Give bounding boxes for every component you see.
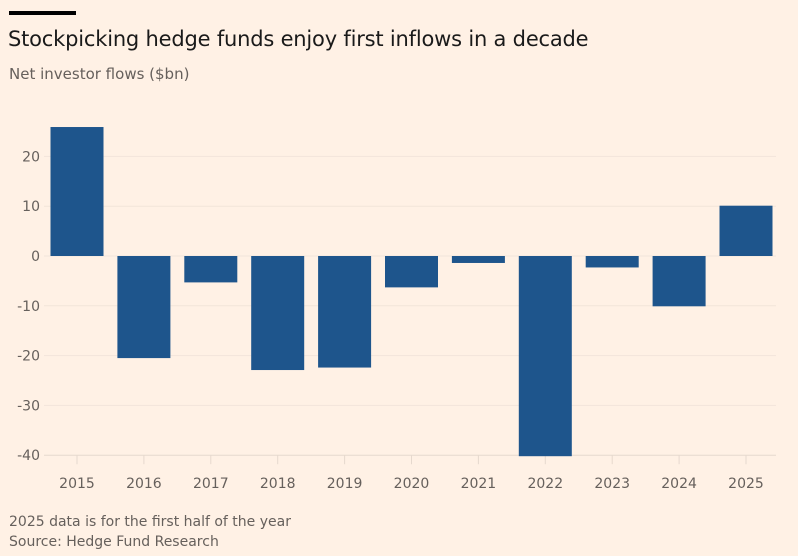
x-tick-label: 2023 <box>594 476 630 492</box>
footnote: 2025 data is for the first half of the y… <box>9 514 291 530</box>
x-tick-label: 2015 <box>59 476 95 492</box>
y-tick-label: 0 <box>31 249 40 265</box>
y-tick-label: -30 <box>17 398 40 414</box>
x-axis-labels: 2015 2016 2017 2018 2019 2020 2021 2022 2023 2024… <box>59 476 764 492</box>
y-tick-label: 20 <box>22 149 40 165</box>
y-tick-label: -10 <box>17 299 40 315</box>
chart-subtitle: Net investor flows ($bn) <box>9 65 190 83</box>
chart-title: Stockpicking hedge funds enjoy first inf… <box>8 27 589 51</box>
x-axis-ticks <box>76 455 747 465</box>
bar-2017 <box>184 256 238 283</box>
bar-2023 <box>585 256 639 268</box>
bar-2019 <box>318 256 372 368</box>
x-tick-label: 2022 <box>527 476 563 492</box>
bar-2016 <box>117 256 171 359</box>
source-note: Source: Hedge Fund Research <box>9 534 219 550</box>
bar-2025 <box>719 205 773 256</box>
ft-header-bar <box>9 11 76 15</box>
y-tick-label: 10 <box>22 199 40 215</box>
x-tick-label: 2025 <box>728 476 764 492</box>
x-tick-label: 2016 <box>126 476 162 492</box>
y-tick-label: -40 <box>17 448 40 464</box>
x-tick-label: 2024 <box>661 476 697 492</box>
y-axis-labels: 20 10 0 -10 -20 -30 -40 <box>17 149 40 464</box>
bar-2018 <box>251 256 305 371</box>
x-tick-label: 2019 <box>327 476 363 492</box>
bar-2021 <box>451 256 505 263</box>
bar-2024 <box>652 256 706 307</box>
bar-2020 <box>385 256 438 288</box>
x-tick-label: 2018 <box>260 476 296 492</box>
x-tick-label: 2020 <box>394 476 430 492</box>
y-tick-label: -20 <box>17 349 40 365</box>
x-tick-label: 2021 <box>461 476 497 492</box>
bar-2022 <box>518 256 572 457</box>
bars <box>50 127 773 457</box>
bar-2015 <box>50 127 104 256</box>
x-tick-label: 2017 <box>193 476 229 492</box>
